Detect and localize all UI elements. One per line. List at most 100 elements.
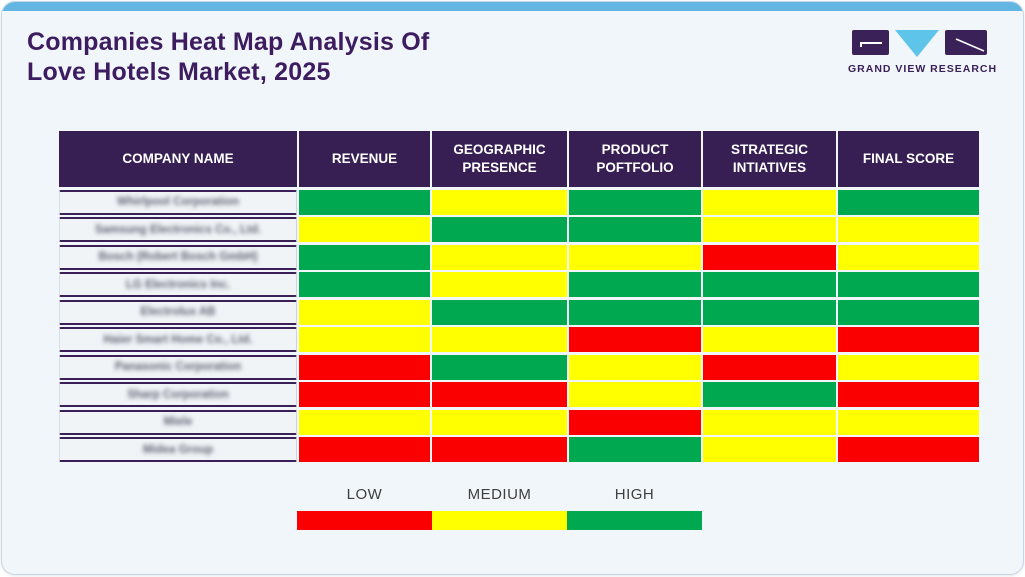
company-name-label: Midea Group — [142, 443, 214, 456]
heatmap-cell-medium — [703, 189, 836, 215]
heatmap-cell-medium — [569, 354, 701, 380]
heatmap-cell-low — [838, 382, 979, 407]
heatmap-cell-medium — [569, 244, 701, 270]
company-name-cell: Whirlpool Corporation — [59, 189, 297, 215]
column-header-company-name: COMPANY NAME — [59, 131, 297, 187]
heatmap-cell-high — [432, 217, 567, 242]
column-header-geographic-presence: GEOGRAPHIC PRESENCE — [432, 131, 567, 187]
company-name-cell: Sharp Corporation — [59, 382, 297, 407]
heatmap-cell-medium — [432, 189, 567, 215]
company-name-label: LG Electronics Inc. — [125, 278, 231, 291]
company-name-label: Miele — [163, 416, 193, 428]
company-name-cell: LG Electronics Inc. — [59, 272, 297, 297]
company-name-label: Electrolux AB — [140, 306, 216, 318]
logo-text: GRAND VIEW RESEARCH — [848, 63, 998, 75]
table-row: Samsung Electronics Co., Ltd. — [59, 217, 979, 242]
company-name-cell: Electrolux AB — [59, 299, 297, 325]
heatmap-cell-high — [703, 272, 836, 297]
heatmap-cell-medium — [838, 244, 979, 270]
heatmap-cell-high — [299, 189, 430, 215]
column-header-strategic-initiatives: STRATEGIC INTIATIVES — [703, 131, 836, 187]
column-header-final-score: FINAL SCORE — [838, 131, 979, 187]
heatmap-cell-high — [569, 437, 701, 462]
heatmap-cell-medium — [703, 437, 836, 462]
heatmap-cell-high — [703, 299, 836, 325]
legend-swatch-high — [567, 511, 702, 530]
heatmap-cell-medium — [569, 382, 701, 407]
company-name-cell: Panasonic Corporation — [59, 354, 297, 380]
table-row: Haier Smart Home Co., Ltd. — [59, 327, 979, 352]
legend: LOW MEDIUM HIGH — [297, 486, 702, 530]
company-name-cell: Haier Smart Home Co., Ltd. — [59, 327, 297, 352]
table-body: Whirlpool Corporation Samsung Electronics… — [59, 189, 979, 462]
heatmap-cell-high — [703, 382, 836, 407]
table-row: LG Electronics Inc. — [59, 272, 979, 297]
heatmap-cell-high — [569, 272, 701, 297]
heatmap-cell-low — [299, 382, 430, 407]
table-header-row: COMPANY NAME REVENUE GEOGRAPHIC PRESENCE… — [59, 131, 979, 187]
legend-label-high: HIGH — [614, 486, 655, 503]
heatmap-cell-low — [703, 354, 836, 380]
table-row: Panasonic Corporation — [59, 354, 979, 380]
legend-swatch-low — [297, 511, 432, 530]
heatmap-cell-medium — [299, 299, 430, 325]
page-title: Companies Heat Map Analysis Of Love Hote… — [27, 28, 429, 87]
column-header-product-portfolio: PRODUCT POFTFOLIO — [569, 131, 701, 187]
company-name-label: Haier Smart Home Co., Ltd. — [103, 333, 253, 346]
heatmap-cell-medium — [432, 272, 567, 297]
company-name-label: Whirlpool Corporation — [116, 196, 239, 208]
heatmap-cell-low — [838, 327, 979, 352]
company-name-cell: Bosch (Robert Bosch GmbH) — [59, 244, 297, 270]
heatmap-cell-high — [432, 299, 567, 325]
legend-color-bar — [297, 511, 702, 530]
heatmap-cell-high — [299, 244, 430, 270]
table-row: Midea Group — [59, 437, 979, 462]
top-accent-bar — [2, 2, 1023, 11]
heatmap-cell-medium — [703, 217, 836, 242]
heatmap-cell-low — [838, 437, 979, 462]
page-title-line1: Companies Heat Map Analysis Of — [27, 28, 430, 56]
heatmap-cell-high — [432, 354, 567, 380]
table-row: Whirlpool Corporation — [59, 189, 979, 215]
heatmap-cell-low — [299, 437, 430, 462]
column-header-revenue: REVENUE — [299, 131, 430, 187]
heatmap-cell-low — [299, 354, 430, 380]
page-title-line2: Love Hotels Market, 2025 — [27, 57, 331, 86]
company-name-cell: Samsung Electronics Co., Ltd. — [59, 217, 297, 242]
heatmap-cell-high — [569, 299, 701, 325]
legend-label-low: LOW — [346, 486, 383, 503]
heatmap-cell-high — [569, 189, 701, 215]
heatmap-table: COMPANY NAME REVENUE GEOGRAPHIC PRESENCE… — [59, 131, 979, 462]
heatmap-cell-medium — [703, 327, 836, 352]
heatmap-cell-medium — [838, 354, 979, 380]
heatmap-cell-high — [838, 299, 979, 325]
table-row: Miele — [59, 409, 979, 435]
heatmap-cell-medium — [432, 327, 567, 352]
heatmap-cell-low — [432, 382, 567, 407]
heatmap-cell-medium — [838, 217, 979, 242]
heatmap-cell-medium — [432, 244, 567, 270]
heatmap-cell-medium — [299, 409, 430, 435]
heatmap-cell-low — [432, 437, 567, 462]
table-row: Electrolux AB — [59, 299, 979, 325]
logo-g-icon — [851, 30, 889, 55]
heatmap-cell-medium — [299, 327, 430, 352]
logo-v-icon — [894, 30, 939, 57]
company-name-cell: Miele — [59, 409, 297, 435]
gvr-logo-shapes — [848, 30, 990, 58]
heatmap-cell-high — [838, 189, 979, 215]
table-row: Sharp Corporation — [59, 382, 979, 407]
company-name-cell: Midea Group — [59, 437, 297, 462]
heatmap-cell-medium — [838, 409, 979, 435]
heatmap-cell-medium — [299, 217, 430, 242]
heatmap-cell-low — [569, 409, 701, 435]
legend-label-medium: MEDIUM — [467, 486, 532, 503]
heatmap-cell-low — [569, 327, 701, 352]
company-name-label: Samsung Electronics Co., Ltd. — [94, 223, 262, 236]
gvr-logo: GRAND VIEW RESEARCH — [848, 30, 998, 75]
company-name-label: Sharp Corporation — [127, 388, 229, 401]
logo-r-icon — [944, 30, 987, 55]
heatmap-cell-medium — [703, 409, 836, 435]
heatmap-cell-low — [703, 244, 836, 270]
